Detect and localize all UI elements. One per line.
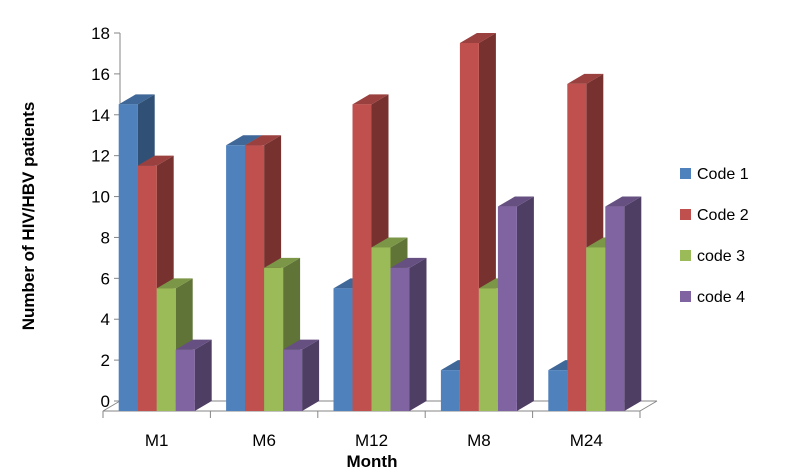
bar-side-face xyxy=(409,257,427,411)
bar-front-face xyxy=(478,288,498,411)
bar-top-face xyxy=(156,278,193,289)
bar-side-face xyxy=(194,339,212,411)
bar-front-face xyxy=(459,43,479,411)
floor-left-edge xyxy=(102,400,121,412)
bar-top-face xyxy=(390,257,427,268)
bar-top-face xyxy=(175,339,212,350)
bar xyxy=(283,339,320,411)
legend-label: code 4 xyxy=(697,289,745,306)
legend-label: Code 1 xyxy=(697,166,749,183)
bar-side-face xyxy=(516,196,534,411)
bar-front-face xyxy=(497,206,517,411)
bar-top-face xyxy=(605,196,642,207)
bar-side-face xyxy=(302,339,320,411)
bar-top-face xyxy=(137,155,174,166)
bar-top-face xyxy=(352,94,389,105)
bar-top-face xyxy=(459,33,496,43)
bar-front-face xyxy=(283,349,303,411)
x-tick-label: M6 xyxy=(252,431,276,450)
y-tick-label: 4 xyxy=(101,310,110,329)
bar-front-face xyxy=(264,267,284,411)
bar-front-face xyxy=(175,349,195,411)
bar-top-face xyxy=(226,135,263,146)
bar xyxy=(175,339,212,411)
y-tick-label: 8 xyxy=(101,228,110,247)
legend-item: Code 1 xyxy=(680,166,749,183)
bar-front-face xyxy=(605,206,625,411)
x-tick-label: M24 xyxy=(570,431,603,450)
y-tick-label: 18 xyxy=(91,24,110,43)
x-tick-label: M8 xyxy=(467,431,491,450)
y-tick-label: 14 xyxy=(91,106,110,125)
bar-top-face xyxy=(118,94,155,105)
bar-front-face xyxy=(245,145,265,411)
legend-label: Code 2 xyxy=(697,207,749,224)
bar xyxy=(605,196,642,411)
bar-top-face xyxy=(371,237,408,248)
y-tick-label: 0 xyxy=(101,392,110,411)
bar-front-face xyxy=(156,288,176,411)
bar-top-face xyxy=(567,73,604,84)
x-tick-label: M12 xyxy=(355,431,388,450)
y-tick-label: 16 xyxy=(91,65,110,84)
bar-front-face xyxy=(226,145,246,411)
bar-front-face xyxy=(118,104,138,411)
bar-top-face xyxy=(264,257,301,268)
bar-front-face xyxy=(333,288,353,411)
y-tick-label: 10 xyxy=(91,188,110,207)
bar-front-face xyxy=(352,104,372,411)
y-tick-label: 2 xyxy=(101,351,110,370)
legend-swatch xyxy=(680,209,691,220)
bar-front-face xyxy=(567,83,587,411)
legend-item: code 3 xyxy=(680,248,745,265)
bar-side-face xyxy=(624,196,642,411)
bar-front-face xyxy=(390,267,410,411)
bar-top-face xyxy=(245,135,282,146)
bar-front-face xyxy=(137,165,157,411)
bar-front-face xyxy=(440,370,460,411)
bar xyxy=(497,196,534,411)
bar-front-face xyxy=(548,370,568,411)
x-axis-title: Month xyxy=(347,452,398,471)
legend-swatch xyxy=(680,250,691,261)
y-tick-label: 6 xyxy=(101,269,110,288)
legend-swatch xyxy=(680,168,691,179)
y-tick-label: 12 xyxy=(91,147,110,166)
legend-label: code 3 xyxy=(697,248,745,265)
bar-front-face xyxy=(371,247,391,411)
bar-top-face xyxy=(283,339,320,350)
x-tick-label: M1 xyxy=(145,431,169,450)
legend-item: Code 2 xyxy=(680,207,749,224)
floor-right-edge xyxy=(639,400,658,412)
bar xyxy=(390,257,427,411)
legend-item: code 4 xyxy=(680,289,745,306)
y-axis-title: Number of HIV/HBV patients xyxy=(19,102,38,331)
legend-swatch xyxy=(680,291,691,302)
bar-top-face xyxy=(497,196,534,207)
legend: Code 1 Code 2 code 3 code 4 xyxy=(680,166,749,306)
bar-front-face xyxy=(586,247,606,411)
